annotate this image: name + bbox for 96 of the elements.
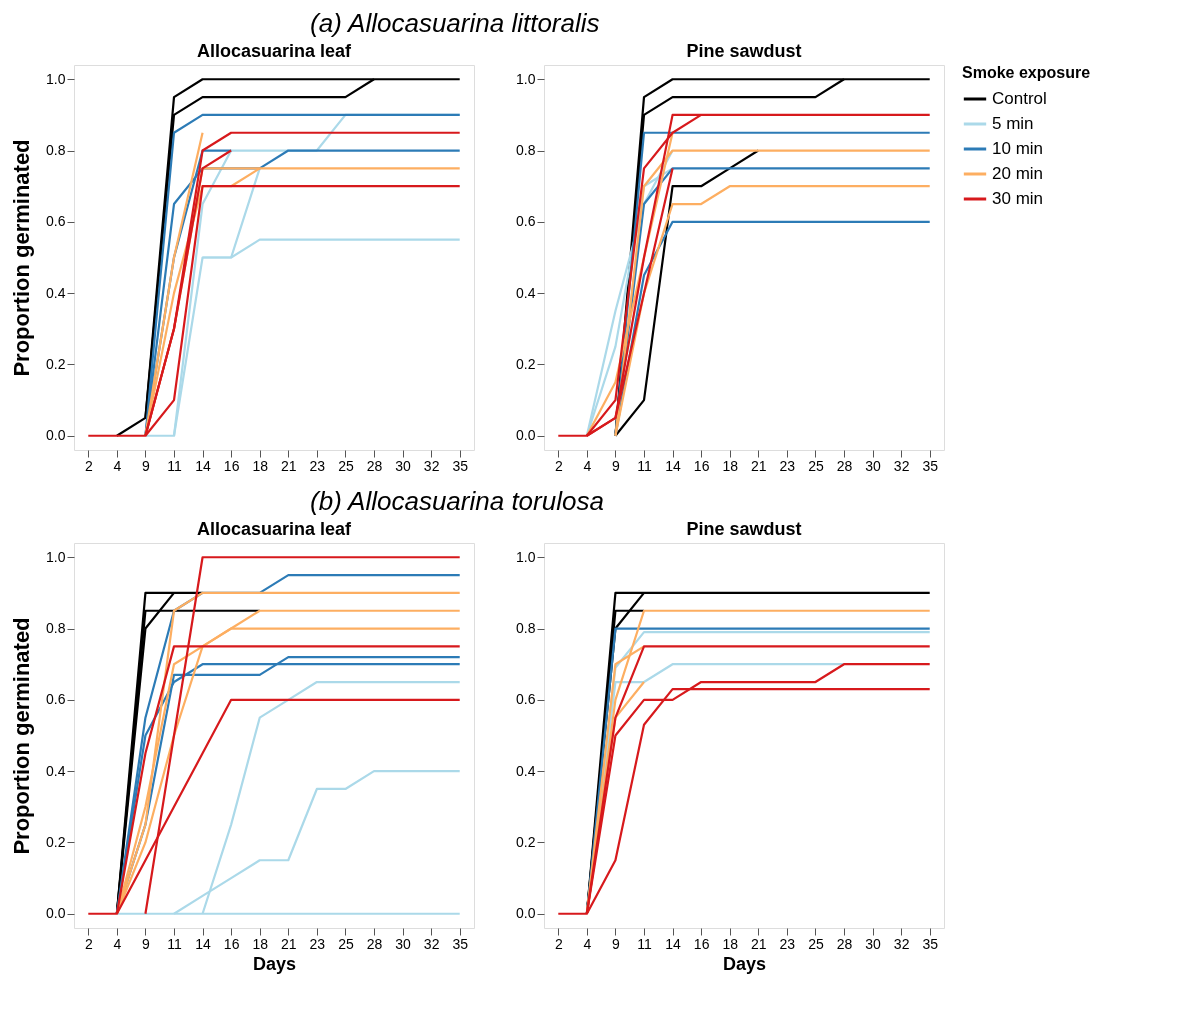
y-tick-label: 1.0: [46, 70, 66, 87]
x-tick-label: 16: [223, 935, 240, 952]
x-tick-label: 32: [893, 457, 910, 474]
x-tick-label: 23: [779, 457, 796, 474]
chart-title: Pine sawdust: [686, 519, 802, 539]
y-tick-label: 0.6: [46, 691, 66, 708]
x-tick-label: 32: [423, 457, 440, 474]
x-tick-label: 4: [583, 457, 592, 474]
y-tick-label: 0.2: [46, 833, 66, 850]
x-tick-label: 25: [808, 935, 824, 952]
chart-title: Allocasuarina leaf: [196, 519, 353, 539]
x-tick-label: 16: [693, 457, 710, 474]
x-tick-label: 25: [338, 935, 354, 952]
x-tick-label: 14: [195, 457, 212, 474]
x-tick-label: 16: [693, 935, 710, 952]
x-tick-label: 2: [84, 935, 93, 952]
chart-title: Pine sawdust: [686, 41, 802, 61]
x-tick-label: 9: [612, 457, 621, 474]
y-tick-label: 0.6: [516, 691, 536, 708]
x-tick-label: 30: [395, 457, 412, 474]
x-tick-label: 21: [751, 935, 767, 952]
y-axis-title: Proportion germinated: [9, 139, 35, 377]
y-tick-label: 0.4: [46, 284, 66, 301]
y-tick-label: 0.8: [46, 620, 66, 637]
y-tick-label: 0.4: [516, 762, 536, 779]
x-tick-label: 30: [395, 935, 412, 952]
x-tick-label: 9: [612, 935, 621, 952]
x-axis-title: Days: [252, 953, 297, 974]
legend-label: 5 min: [992, 114, 1034, 133]
y-tick-label: 1.0: [516, 548, 536, 565]
x-tick-label: 16: [223, 457, 240, 474]
x-tick-label: 32: [423, 935, 440, 952]
x-tick-label: 11: [637, 935, 652, 952]
x-tick-label: 14: [665, 935, 682, 952]
legend-label: 10 min: [992, 139, 1044, 158]
x-tick-label: 2: [554, 457, 563, 474]
x-tick-label: 28: [366, 935, 383, 952]
x-tick-label: 9: [142, 935, 151, 952]
x-tick-label: 35: [922, 457, 939, 474]
y-tick-label: 1.0: [46, 548, 66, 565]
chart-title: Allocasuarina leaf: [196, 41, 353, 61]
x-tick-label: 11: [637, 457, 652, 474]
x-tick-label: 18: [252, 457, 269, 474]
x-tick-label: 9: [142, 457, 151, 474]
x-tick-label: 21: [751, 457, 767, 474]
x-tick-label: 2: [554, 935, 563, 952]
x-tick-label: 35: [452, 457, 469, 474]
x-tick-label: 11: [167, 935, 182, 952]
x-tick-label: 25: [808, 457, 824, 474]
y-tick-label: 1.0: [516, 70, 536, 87]
y-tick-label: 0.4: [46, 762, 66, 779]
text: (b) Allocasuarina torulosa: [310, 485, 604, 516]
y-tick-label: 0.4: [516, 284, 536, 301]
y-tick-label: 0.0: [46, 427, 66, 444]
y-tick-label: 0.2: [46, 355, 66, 372]
legend-label: 30 min: [992, 189, 1044, 208]
y-tick-label: 0.8: [516, 620, 536, 637]
x-tick-label: 4: [583, 935, 592, 952]
legend-label: Control: [992, 89, 1047, 108]
x-tick-label: 30: [865, 935, 882, 952]
x-tick-label: 35: [922, 935, 939, 952]
x-tick-label: 18: [722, 935, 739, 952]
y-tick-label: 0.8: [516, 142, 536, 159]
x-tick-label: 2: [84, 457, 93, 474]
x-tick-label: 28: [836, 457, 853, 474]
y-tick-label: 0.6: [516, 213, 536, 230]
x-tick-label: 35: [452, 935, 469, 952]
y-tick-label: 0.6: [46, 213, 66, 230]
legend-title: Smoke exposure: [962, 64, 1091, 81]
x-tick-label: 11: [167, 457, 182, 474]
y-axis-title: Proportion germinated: [9, 617, 35, 855]
x-tick-label: 23: [309, 457, 326, 474]
x-tick-label: 4: [113, 935, 122, 952]
y-tick-label: 0.2: [516, 355, 536, 372]
x-tick-label: 23: [309, 935, 326, 952]
legend-label: 20 min: [992, 164, 1044, 183]
x-tick-label: 21: [281, 935, 297, 952]
x-tick-label: 21: [281, 457, 297, 474]
x-tick-label: 28: [366, 457, 383, 474]
x-tick-label: 23: [779, 935, 796, 952]
x-tick-label: 32: [893, 935, 910, 952]
y-tick-label: 0.0: [516, 905, 536, 922]
x-tick-label: 14: [665, 457, 682, 474]
x-tick-label: 30: [865, 457, 882, 474]
y-tick-label: 0.0: [46, 905, 66, 922]
x-axis-title: Days: [722, 953, 767, 974]
x-tick-label: 18: [252, 935, 269, 952]
x-tick-label: 28: [836, 935, 853, 952]
x-tick-label: 25: [338, 457, 354, 474]
x-tick-label: 4: [113, 457, 122, 474]
text: (a) Allocasuarina littoralis: [310, 7, 600, 38]
y-tick-label: 0.2: [516, 833, 536, 850]
x-tick-label: 18: [722, 457, 739, 474]
x-tick-label: 14: [195, 935, 212, 952]
y-tick-label: 0.8: [46, 142, 66, 159]
y-tick-label: 0.0: [516, 427, 536, 444]
